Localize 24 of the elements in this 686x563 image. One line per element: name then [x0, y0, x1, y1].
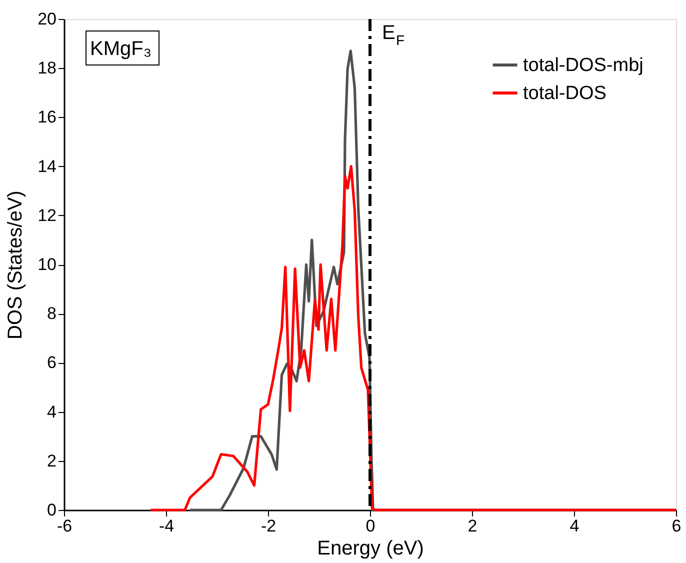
y-tick-label: 14 — [38, 156, 56, 176]
annotation: KMgF₃ — [90, 38, 152, 60]
y-tick-label: 4 — [47, 402, 56, 422]
x-tick-label: 6 — [672, 516, 682, 536]
x-tick-label: -4 — [158, 516, 174, 536]
x-tick-label: 0 — [366, 516, 376, 536]
y-tick-label: 16 — [38, 108, 56, 127]
x-tick-label: -2 — [260, 516, 276, 536]
x-tick-label: 4 — [570, 516, 580, 536]
y-tick-label: 8 — [47, 304, 56, 324]
x-tick-label: 2 — [468, 516, 478, 536]
y-tick-label: 18 — [38, 58, 56, 78]
y-tick-label: 20 — [38, 10, 56, 28]
y-tick-label: 2 — [47, 451, 56, 470]
y-tick-label: 12 — [38, 206, 56, 225]
y-tick-label: 10 — [38, 255, 56, 274]
legend-label: total-DOS-mbj — [523, 55, 644, 76]
y-tick-label: 0 — [47, 500, 56, 520]
x-tick-label: -6 — [56, 516, 72, 536]
legend-label: total-DOS — [523, 83, 606, 104]
y-tick-label: 6 — [47, 353, 56, 372]
line-series — [149, 165, 678, 512]
x-axis-title: Energy (eV) — [317, 538, 424, 560]
y-axis-title: DOS (States/eV) — [4, 190, 27, 340]
